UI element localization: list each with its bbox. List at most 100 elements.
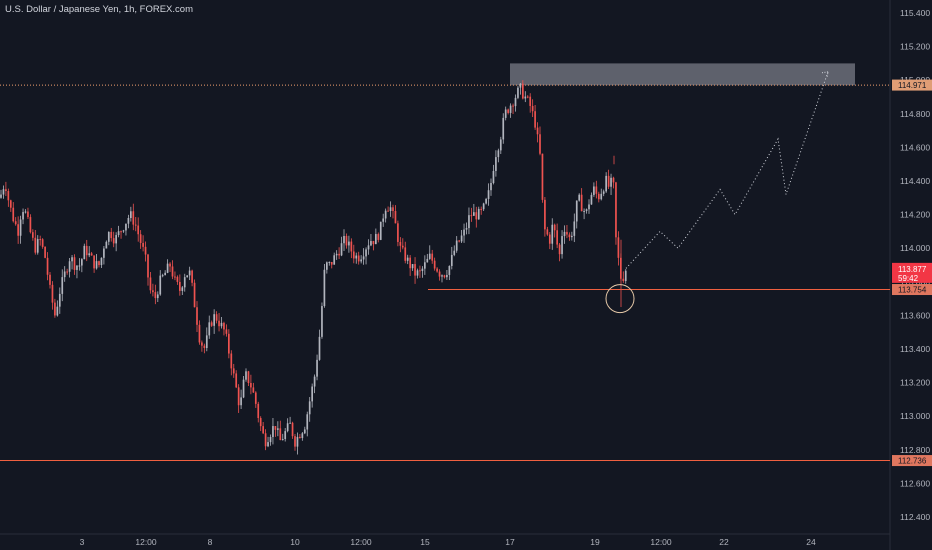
candle-body <box>220 322 223 327</box>
candle <box>51 281 54 310</box>
candle <box>348 235 350 253</box>
candle-body <box>137 225 140 235</box>
candle <box>142 235 144 252</box>
candle <box>210 320 213 327</box>
candle <box>213 309 215 334</box>
candle <box>583 208 585 220</box>
candle <box>27 207 29 220</box>
candle-body <box>345 236 348 246</box>
candle <box>382 213 385 227</box>
candle <box>220 316 223 329</box>
candle-body <box>95 261 98 269</box>
candle-body <box>465 228 468 230</box>
candle-body <box>399 241 402 246</box>
candle <box>81 258 83 273</box>
candle-body <box>610 177 612 187</box>
candle <box>269 434 272 446</box>
projection-path <box>625 71 829 269</box>
candles-layer <box>0 80 627 455</box>
candle <box>492 164 495 185</box>
candle <box>544 196 546 237</box>
candle-body <box>453 250 456 255</box>
candle <box>563 225 566 244</box>
candle-body <box>29 217 32 233</box>
candle <box>612 176 615 189</box>
candle-body <box>387 210 389 212</box>
resistance-badge-bg <box>892 79 932 91</box>
candle-body <box>98 261 100 266</box>
candle-body <box>340 243 343 256</box>
candle-body <box>68 261 71 272</box>
candle-body <box>318 336 321 360</box>
candle <box>196 301 198 332</box>
y-tick-label: 115.200 <box>900 42 930 52</box>
candle <box>397 220 399 247</box>
candle-body <box>360 259 362 262</box>
x-tick-label: 3 <box>80 537 85 547</box>
level-lines-layer <box>0 84 890 462</box>
candle-body <box>291 422 294 437</box>
candle-body <box>22 212 24 220</box>
candle <box>321 302 323 339</box>
candle-body <box>179 281 181 291</box>
candle-body <box>144 246 147 255</box>
candle <box>372 240 375 251</box>
candle <box>232 363 235 378</box>
candle <box>289 416 291 424</box>
candle-body <box>431 253 434 261</box>
candle <box>526 95 529 99</box>
candle <box>399 237 402 253</box>
y-tick-label: 113.400 <box>900 344 930 354</box>
last-price-value: 113.877 <box>898 265 927 274</box>
candle <box>286 418 289 433</box>
candle <box>357 251 360 265</box>
resistance-zone-layer <box>510 63 855 86</box>
candle-body <box>401 245 404 248</box>
candle-body <box>362 256 365 260</box>
candle <box>419 265 421 278</box>
x-tick-label: 10 <box>290 537 300 547</box>
candle-body <box>551 224 554 244</box>
candle <box>485 197 487 205</box>
candle-body <box>115 235 117 244</box>
candle <box>548 232 551 250</box>
candle-body <box>132 211 135 225</box>
candle-body <box>470 215 473 217</box>
candle <box>66 268 68 275</box>
candle-body <box>272 426 274 438</box>
candle <box>117 225 120 238</box>
candle-body <box>117 231 120 236</box>
candle-body <box>480 208 483 210</box>
candle-body <box>328 261 331 263</box>
last-price-badge-bg <box>892 262 932 283</box>
candle-body <box>323 269 326 307</box>
candle <box>122 229 125 233</box>
candle-body <box>269 437 272 443</box>
candle <box>228 329 230 359</box>
candle-body <box>563 231 566 237</box>
candle <box>595 180 598 199</box>
y-tick-label: 115.400 <box>900 8 930 18</box>
candle <box>183 273 186 292</box>
candle <box>401 238 404 250</box>
candle-body <box>41 239 44 247</box>
candle <box>205 327 208 352</box>
candle <box>561 230 563 259</box>
candle <box>556 223 558 249</box>
candle <box>441 274 443 283</box>
candle <box>610 173 612 195</box>
candle <box>379 221 382 241</box>
candle <box>350 238 353 259</box>
candle <box>355 252 358 264</box>
candle-body <box>134 224 137 226</box>
y-tick-label: 112.400 <box>900 512 930 522</box>
candle <box>188 266 191 281</box>
candle-body <box>78 265 81 267</box>
candle <box>0 189 2 199</box>
candle <box>144 241 147 262</box>
candle <box>264 429 267 451</box>
candle-body <box>242 379 245 398</box>
candle-body <box>301 433 304 438</box>
candle-body <box>46 257 49 275</box>
